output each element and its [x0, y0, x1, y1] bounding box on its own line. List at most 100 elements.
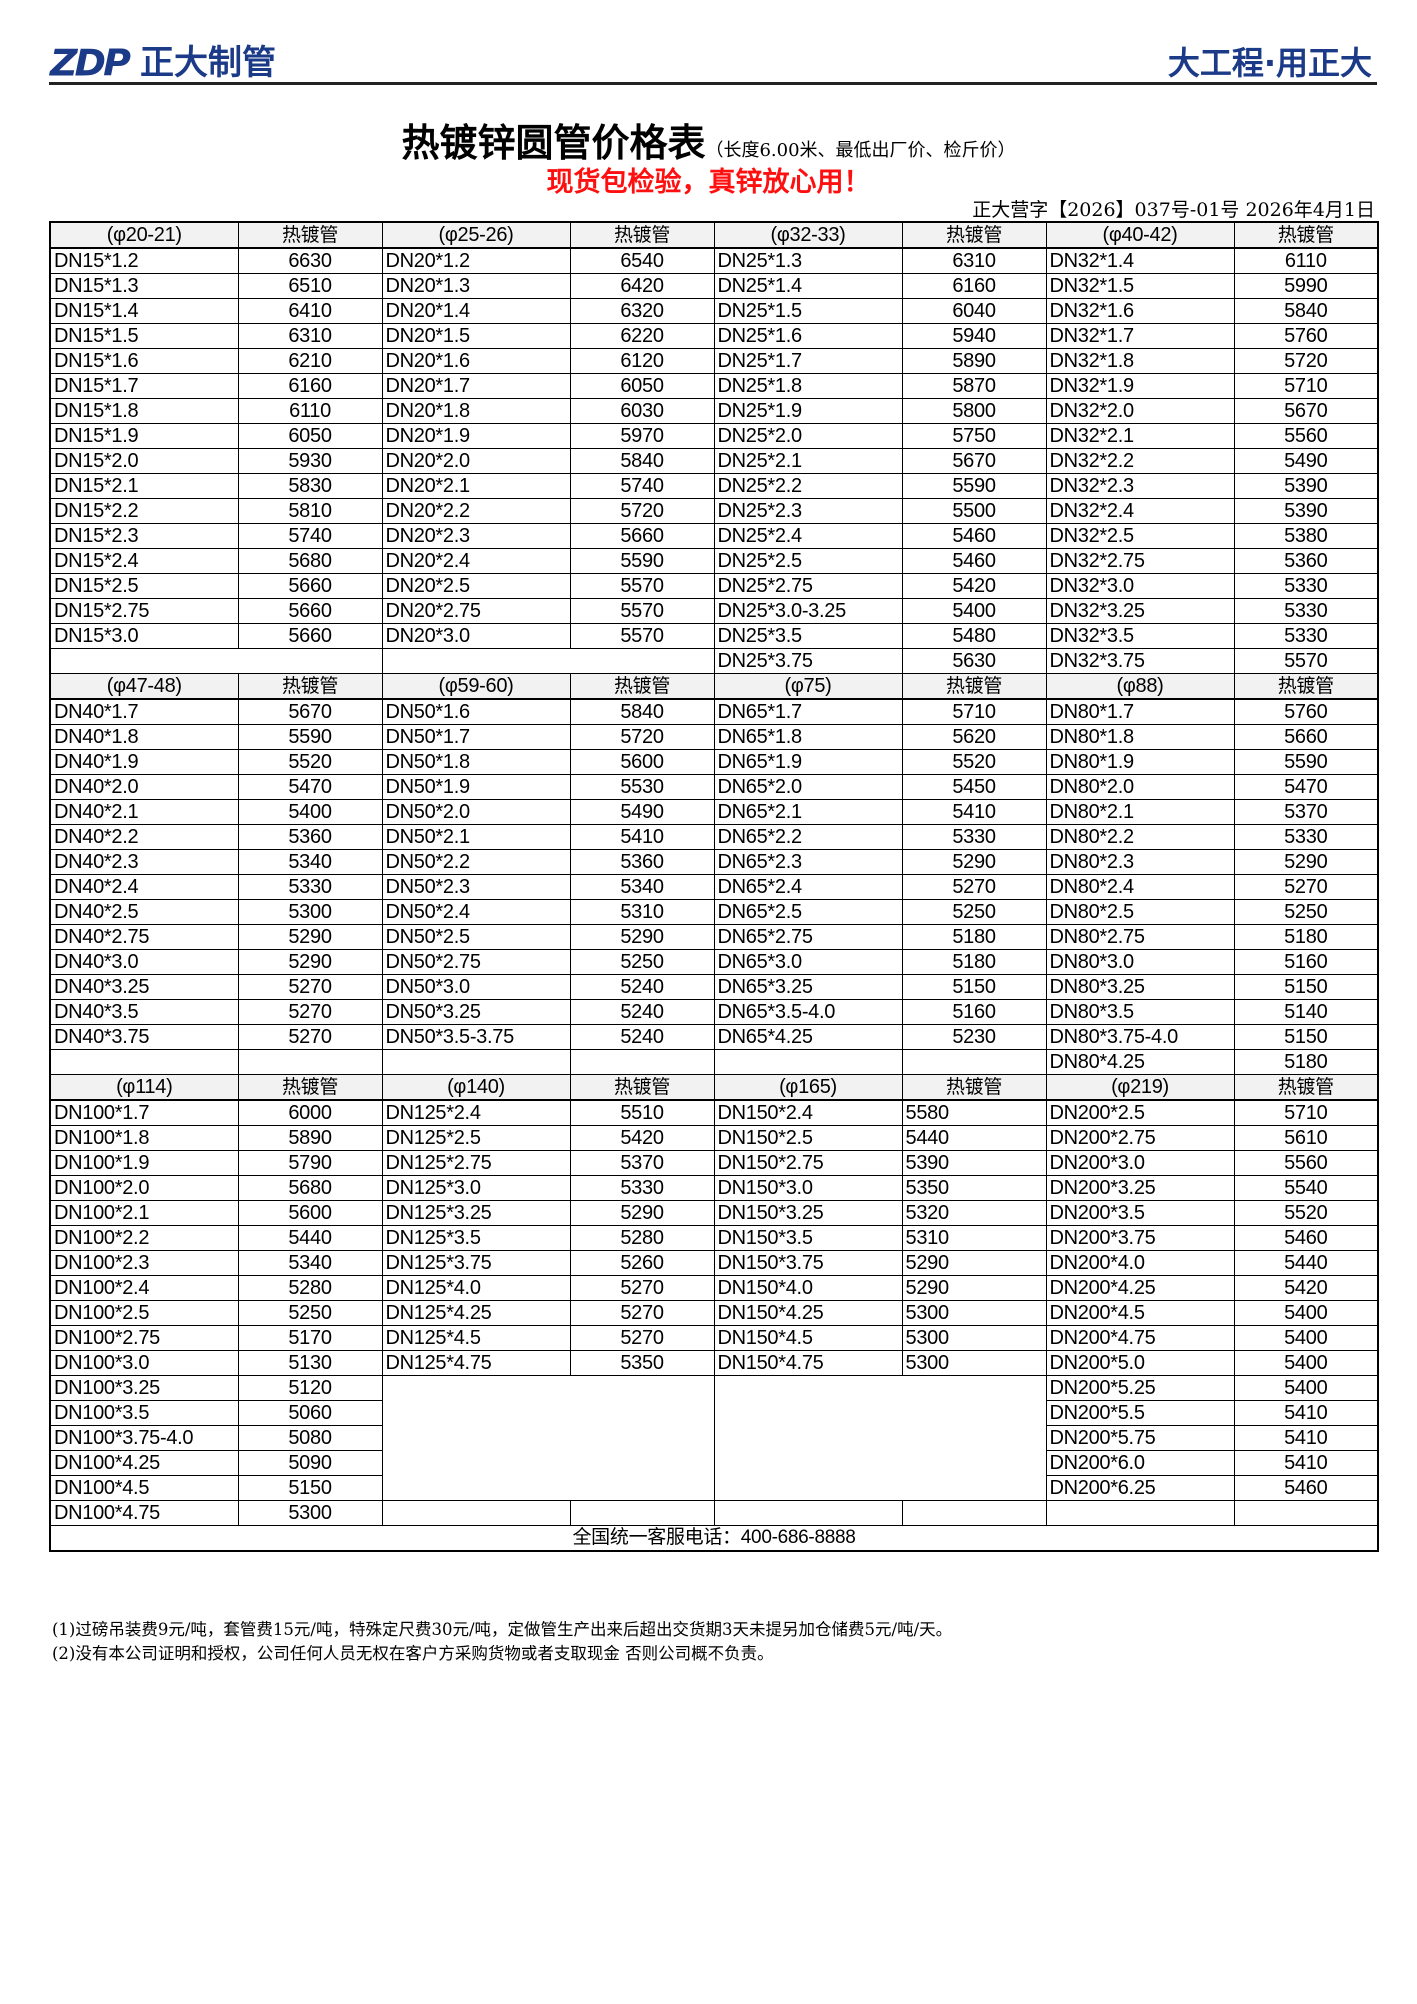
table-row: DN100*2.2 5440 DN125*3.5 5280 DN150*3.5 5310 D… [49, 1225, 1379, 1251]
spec-cell: DN65*2.0 [713, 774, 903, 800]
price-cell: 5080 [237, 1425, 383, 1451]
price-cell: 5590 [569, 548, 715, 574]
price-cell: 5480 [901, 623, 1047, 649]
price-cell: 6310 [901, 247, 1047, 274]
table-row: DN40*2.75 5290 DN50*2.5 5290 DN65*2.75 5180 DN… [49, 924, 1379, 950]
price-cell: 5840 [569, 448, 715, 474]
spec-cell: DN15*1.6 [49, 348, 239, 374]
size-range-header: (φ25-26) [381, 221, 571, 249]
price-cell: 5560 [1233, 1150, 1379, 1176]
spec-cell: DN100*3.0 [49, 1350, 239, 1376]
slogan: 大工程·用正大 [1167, 44, 1372, 82]
group-header-row: (φ114) 热镀管 (φ140) 热镀管 (φ165) 热镀管 (φ219) 热镀管 [49, 1074, 1379, 1101]
price-cell: 5350 [901, 1175, 1047, 1201]
spec-cell: DN65*4.25 [713, 1024, 903, 1050]
spec-cell: DN125*3.75 [381, 1250, 571, 1276]
spec-cell: DN80*4.25 [1045, 1049, 1235, 1075]
price-cell: 5180 [1233, 1049, 1379, 1075]
spec-cell: DN32*1.9 [1045, 373, 1235, 399]
price-cell: 5570 [569, 623, 715, 649]
price-cell: 5670 [237, 698, 383, 725]
spec-cell: DN100*2.0 [49, 1175, 239, 1201]
spec-cell: DN100*3.5 [49, 1400, 239, 1426]
spec-cell: DN50*3.5-3.75 [381, 1024, 571, 1050]
page-title: 热镀锌圆管价格表 [401, 120, 706, 165]
price-cell: 5270 [901, 874, 1047, 900]
price-cell: 5270 [237, 974, 383, 1000]
spec-cell: DN200*4.25 [1045, 1275, 1235, 1301]
table-row: DN100*1.9 5790 DN125*2.75 5370 DN150*2.75 539… [49, 1150, 1379, 1176]
price-cell: 5270 [237, 1024, 383, 1050]
price-cell: 5290 [569, 1200, 715, 1226]
spec-cell: DN32*1.4 [1045, 247, 1235, 274]
spec-cell: DN40*1.9 [49, 749, 239, 775]
price-cell: 5300 [901, 1325, 1047, 1351]
table-row: DN15*1.3 6510 DN20*1.3 6420 DN25*1.4 6160 DN32… [49, 273, 1379, 299]
price-cell: 5720 [1233, 348, 1379, 374]
spec-cell: DN15*1.5 [49, 323, 239, 349]
price-cell: 5390 [901, 1150, 1047, 1176]
spec-cell: DN125*4.75 [381, 1350, 571, 1376]
spec-cell: DN150*2.4 [713, 1099, 903, 1126]
price-cell: 5320 [901, 1200, 1047, 1226]
empty-cell [901, 1049, 1047, 1075]
spec-cell: DN50*1.7 [381, 724, 571, 750]
table-row: DN100*2.1 5600 DN125*3.25 5290 DN150*3.25 532… [49, 1200, 1379, 1226]
spec-cell: DN50*1.9 [381, 774, 571, 800]
spec-cell: DN25*1.9 [713, 398, 903, 424]
spec-cell: DN125*2.75 [381, 1150, 571, 1176]
spec-cell: DN100*2.75 [49, 1325, 239, 1351]
price-cell: 5090 [237, 1450, 383, 1476]
price-cell: 5440 [1233, 1250, 1379, 1276]
price-cell: 5410 [569, 824, 715, 850]
table-row: DN15*1.7 6160 DN20*1.7 6050 DN25*1.8 5870 DN32… [49, 373, 1379, 399]
size-range-header: (φ32-33) [713, 221, 903, 249]
table-row: DN100*4.5 5150 DN200*6.25 5460 [49, 1475, 1379, 1501]
price-cell: 5460 [901, 523, 1047, 549]
table-row: DN15*2.4 5680 DN20*2.4 5590 DN25*2.5 5460 DN32… [49, 548, 1379, 574]
table-row: DN40*2.0 5470 DN50*1.9 5530 DN65*2.0 5450 DN80… [49, 774, 1379, 800]
spec-cell: DN20*2.3 [381, 523, 571, 549]
price-cell: 5400 [237, 799, 383, 825]
spec-cell: DN25*3.5 [713, 623, 903, 649]
price-cell: 5460 [1233, 1475, 1379, 1501]
spec-cell: DN150*4.75 [713, 1350, 903, 1376]
table-row: DN40*3.0 5290 DN50*2.75 5250 DN65*3.0 5180 DN8… [49, 949, 1379, 975]
spec-cell: DN20*2.0 [381, 448, 571, 474]
price-cell: 5330 [1233, 824, 1379, 850]
price-cell: 5150 [1233, 974, 1379, 1000]
spec-cell: DN80*2.3 [1045, 849, 1235, 875]
spec-cell: DN100*2.2 [49, 1225, 239, 1251]
price-cell: 5630 [901, 648, 1047, 674]
price-cell: 6110 [1233, 247, 1379, 274]
price-cell: 5470 [237, 774, 383, 800]
table-row: DN40*1.9 5520 DN50*1.8 5600 DN65*1.9 5520 DN80… [49, 749, 1379, 775]
spec-cell: DN80*2.4 [1045, 874, 1235, 900]
price-cell: 5280 [569, 1225, 715, 1251]
price-table: (φ20-21) 热镀管 (φ25-26) 热镀管 (φ32-33) 热镀管 (φ40-42… [49, 221, 1379, 1552]
spec-cell: DN32*2.0 [1045, 398, 1235, 424]
phone-row: 全国统一客服电话：400-686-8888 [49, 1525, 1379, 1552]
pipe-type-header: 热镀管 [1233, 673, 1379, 700]
spec-cell: DN200*2.5 [1045, 1099, 1235, 1126]
spec-cell: DN40*3.75 [49, 1024, 239, 1050]
price-cell: 5930 [237, 448, 383, 474]
spec-cell: DN15*1.7 [49, 373, 239, 399]
price-cell: 5750 [901, 423, 1047, 449]
price-cell: 5410 [1233, 1400, 1379, 1426]
company-logo: ZDP 正大制管 [50, 44, 276, 82]
table-row: DN40*2.1 5400 DN50*2.0 5490 DN65*2.1 5410 DN80… [49, 799, 1379, 825]
price-cell: 5250 [901, 899, 1047, 925]
price-cell: 6160 [901, 273, 1047, 299]
price-cell: 6000 [237, 1099, 383, 1126]
price-cell: 5360 [1233, 548, 1379, 574]
size-range-header: (φ75) [713, 673, 903, 700]
price-cell: 5740 [569, 473, 715, 499]
price-cell: 5180 [901, 949, 1047, 975]
empty-cell [713, 1500, 903, 1526]
spec-cell: DN20*2.4 [381, 548, 571, 574]
price-cell: 5520 [1233, 1200, 1379, 1226]
spec-cell: DN32*3.5 [1045, 623, 1235, 649]
price-cell: 5510 [569, 1099, 715, 1126]
price-cell: 5890 [237, 1125, 383, 1151]
